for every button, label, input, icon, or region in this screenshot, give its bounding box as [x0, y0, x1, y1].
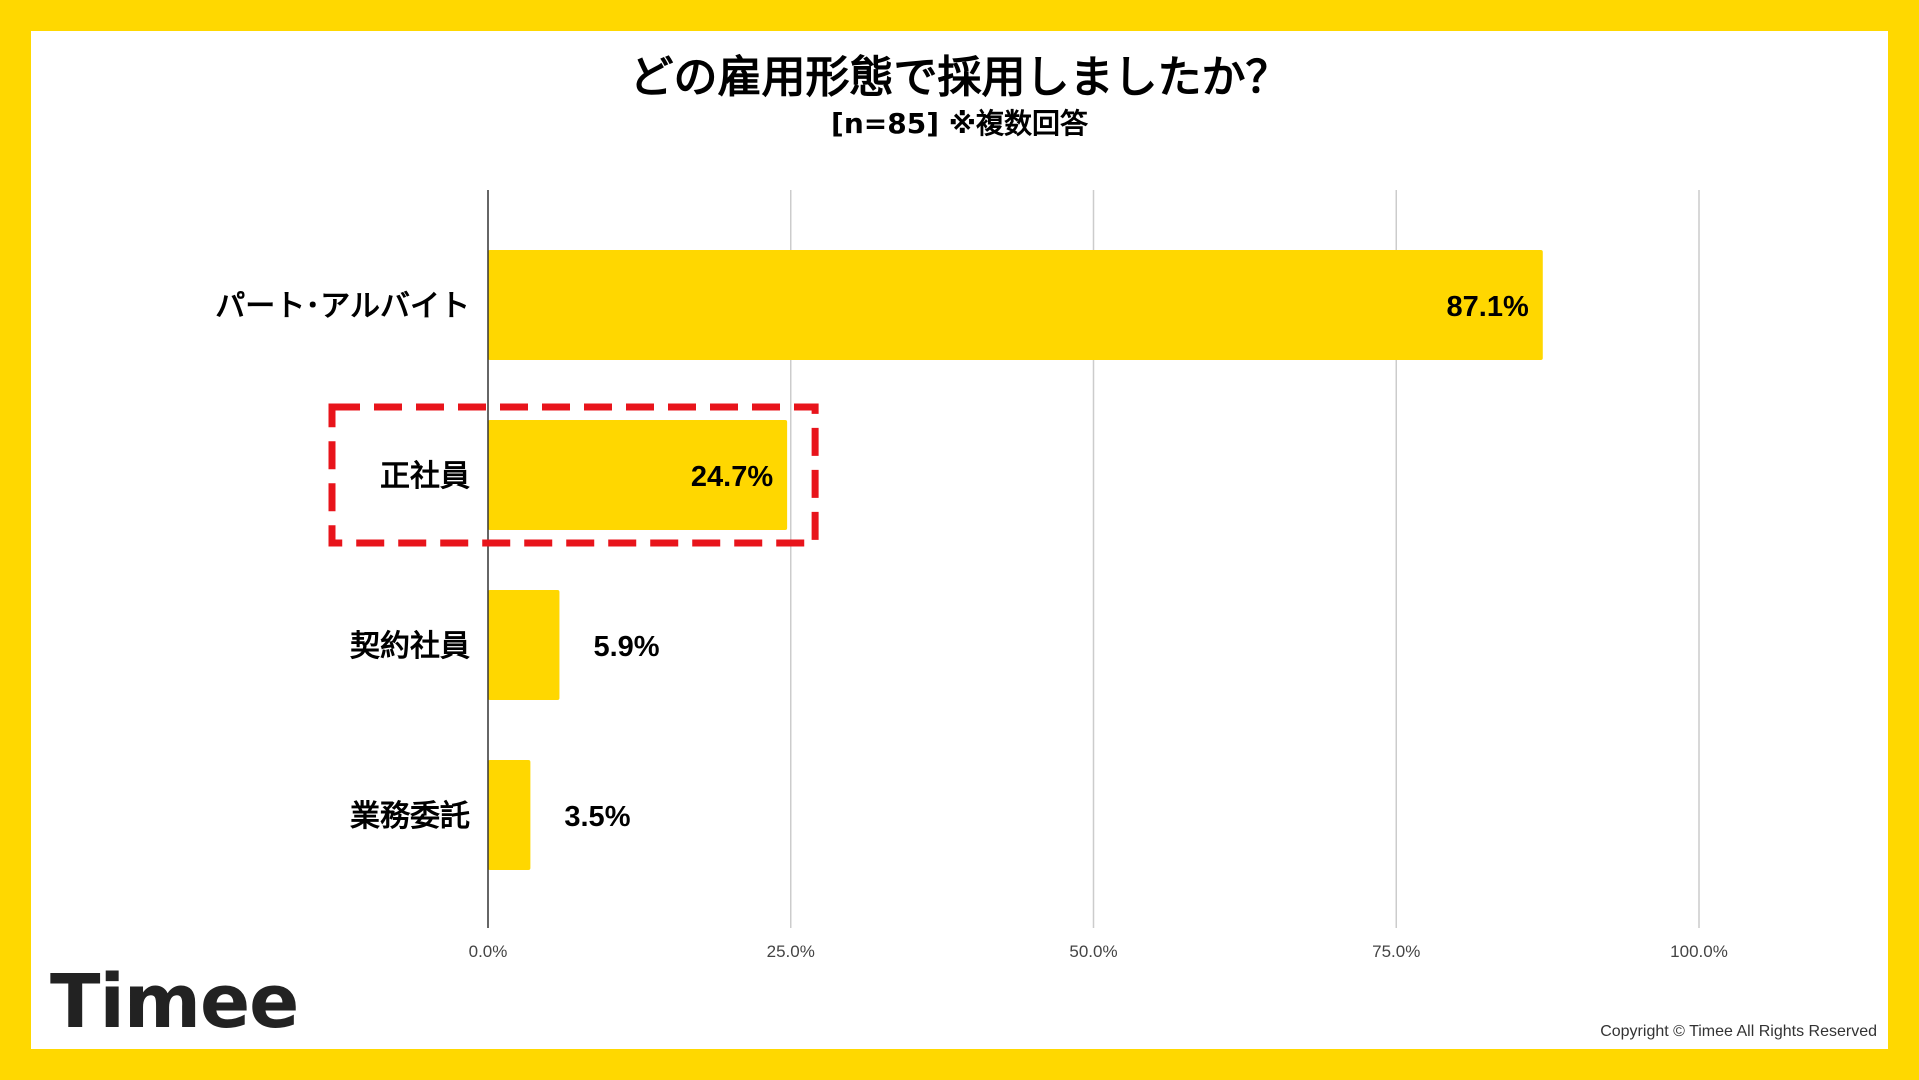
category-label: 契約社員 [350, 629, 470, 664]
highlight-box [328, 403, 819, 547]
timee-logo: Timee [50, 959, 299, 1045]
data-label: 87.1% [1447, 291, 1529, 323]
x-tick-label: 0.0% [469, 942, 508, 961]
x-tick-label: 25.0% [767, 942, 815, 961]
chart-subtitle: [n=85] ※複数回答 [831, 107, 1088, 140]
bar [488, 250, 1543, 360]
bar [488, 420, 788, 530]
bar [488, 590, 560, 700]
data-label: 3.5% [564, 801, 630, 833]
category-label: 業務委託 [350, 799, 470, 834]
category-label: 正社員 [380, 459, 470, 494]
chart-title: どの雇用形態で採用しましたか？ [629, 52, 1290, 103]
x-tick-label: 100.0% [1670, 942, 1728, 961]
bar [488, 760, 531, 870]
category-label: パート･アルバイト [215, 289, 470, 324]
x-tick-label: 50.0% [1069, 942, 1117, 961]
copyright-text: Copyright © Timee All Rights Reserved [1600, 1023, 1877, 1040]
data-label: 24.7% [691, 461, 773, 493]
data-label: 5.9% [593, 631, 659, 663]
x-tick-label: 75.0% [1372, 942, 1420, 961]
